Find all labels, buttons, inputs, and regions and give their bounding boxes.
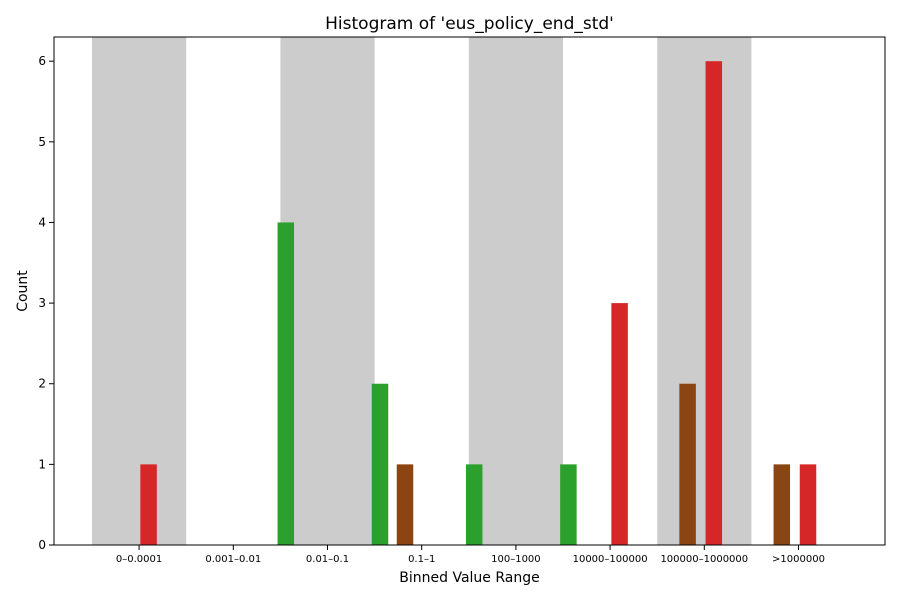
y-tick-label-6: 6 (38, 54, 46, 68)
x-tick-label-3: 0.1–1 (408, 554, 435, 565)
x-tick-label-2: 0.01–0.1 (306, 554, 349, 565)
bar-series0-6 (705, 61, 723, 545)
bar-series2-6 (773, 464, 791, 545)
y-tick-label-4: 4 (38, 215, 46, 229)
chart-title: Histogram of 'eus_policy_end_std' (325, 14, 614, 34)
bar-series1-1 (277, 222, 295, 545)
shaded-bin-0 (92, 37, 187, 545)
x-tick-label-4: 100–1000 (491, 554, 541, 565)
x-tick-label-0: 0–0.0001 (116, 554, 162, 565)
y-tick-label-0: 0 (38, 538, 46, 552)
bar-series0-5 (611, 303, 628, 545)
plot-frame (53, 36, 886, 546)
x-tick-label-6: 100000–1000000 (660, 554, 748, 565)
x-tick-label-7: >1000000 (772, 554, 825, 565)
x-axis: 0–0.0001 0.001–0.01 0.01–0.1 0.1–1 100–1000 1… (116, 545, 825, 565)
y-tick-label-1: 1 (38, 457, 46, 471)
y-tick-label-5: 5 (38, 135, 46, 149)
shaded-bin-2 (280, 37, 375, 545)
shaded-bin-4 (468, 37, 563, 545)
bar-series0-7 (799, 464, 817, 545)
bar-series2-2 (396, 464, 414, 545)
shade-layer (92, 37, 752, 545)
x-tick-label-5: 10000–100000 (573, 554, 648, 565)
x-axis-label: Binned Value Range (399, 570, 539, 586)
bar-series1-4 (560, 464, 577, 545)
y-axis-label: Count (15, 270, 31, 312)
bar-series1-3 (465, 464, 483, 545)
bar-series0-0 (140, 464, 157, 545)
bar-series1-2 (371, 383, 389, 545)
bar-layer (140, 61, 817, 545)
bar-series2-5 (679, 383, 696, 545)
y-axis: 0 1 2 3 4 5 6 (38, 54, 54, 552)
y-tick-label-2: 2 (38, 377, 46, 391)
x-tick-label-1: 0.001–0.01 (205, 554, 261, 565)
shaded-bin-6 (657, 37, 752, 545)
y-tick-label-3: 3 (38, 296, 46, 310)
